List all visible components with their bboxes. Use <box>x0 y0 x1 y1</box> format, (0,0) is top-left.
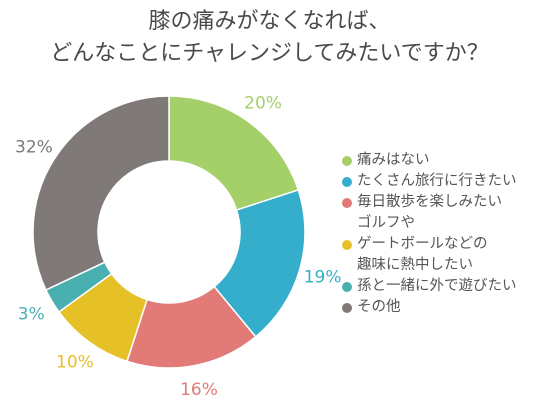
slice-label-0: 20% <box>244 94 282 114</box>
slice-label-5: 32% <box>15 137 53 157</box>
legend-swatch-1 <box>342 177 352 187</box>
legend-item-1: たくさん旅行に行きたい <box>342 171 517 192</box>
slice-label-1: 19% <box>304 268 342 288</box>
legend-item-2: 毎日散歩を楽しみたい ゴルフや <box>342 192 517 234</box>
legend-item-0: 痛みはない <box>342 150 517 171</box>
slice-label-3: 10% <box>56 352 94 372</box>
legend-swatch-3 <box>342 240 352 250</box>
slice-label-2: 16% <box>180 380 218 400</box>
chart-title: 膝の痛みがなくなれば、 どんなことにチャレンジしてみたいですか？ <box>0 6 539 70</box>
legend-label-1: たくさん旅行に行きたい <box>357 173 517 189</box>
slice-0 <box>168 95 300 212</box>
legend-label-3: ゲートボールなどの 趣味に熱中したい <box>357 236 488 273</box>
legend-item-5: その他 <box>342 297 517 318</box>
legend-item-3: ゲートボールなどの 趣味に熱中したい <box>342 234 517 276</box>
legend-item-4: 孫と一緒に外で遊びたい <box>342 276 517 297</box>
legend-swatch-0 <box>342 156 352 166</box>
legend-label-2: 毎日散歩を楽しみたい ゴルフや <box>357 194 502 231</box>
chart-title-line-1: 膝の痛みがなくなれば、 <box>148 9 391 34</box>
legend-label-5: その他 <box>357 299 401 315</box>
legend-swatch-2 <box>342 198 352 208</box>
legend-label-4: 孫と一緒に外で遊びたい <box>357 278 517 294</box>
legend-swatch-4 <box>342 282 352 292</box>
slice-label-4: 3% <box>18 304 45 324</box>
chart-legend: 痛みはないたくさん旅行に行きたい毎日散歩を楽しみたい ゴルフや ゲートボールなどの… <box>342 150 517 318</box>
legend-swatch-5 <box>342 303 352 313</box>
slice-5 <box>32 95 170 291</box>
legend-label-0: 痛みはない <box>357 152 430 168</box>
chart-title-line-2: どんなことにチャレンジしてみたいですか？ <box>50 41 489 66</box>
